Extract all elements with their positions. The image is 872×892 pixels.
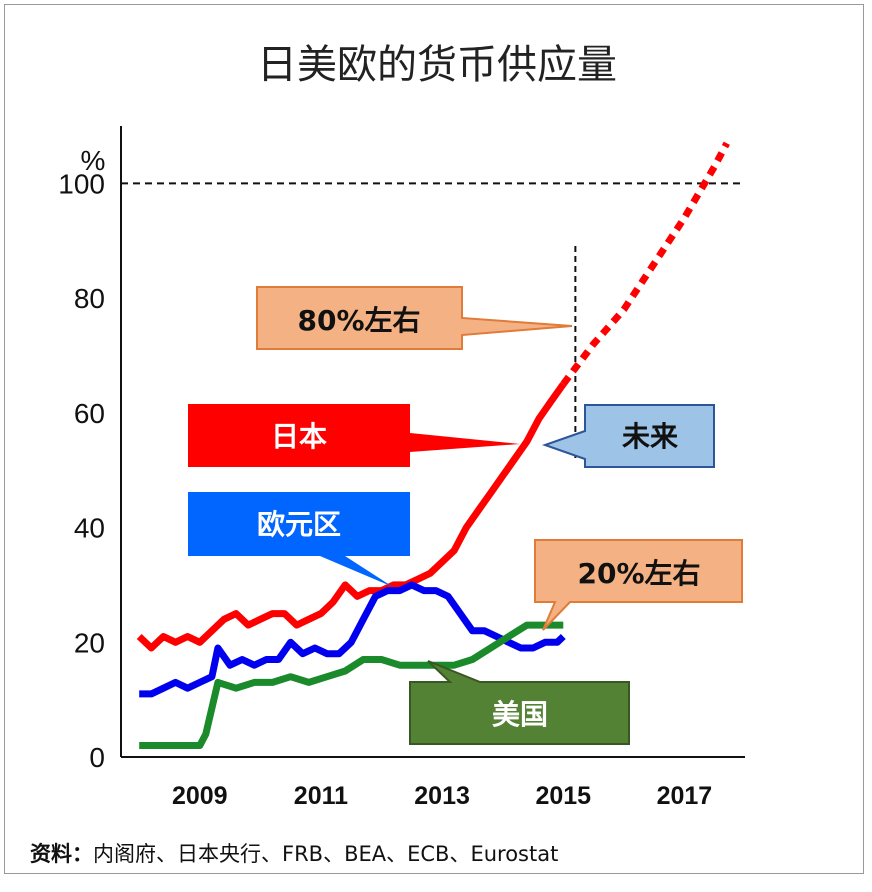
x-tick-label: 2009 [172,782,228,810]
callout-future-label: 未来 [622,420,678,453]
callout-usa: 美国 [409,660,630,745]
series-line-japan-forecast [560,141,730,387]
y-tick-label: 20 [74,627,105,658]
chart-title: 日美欧的货币供应量 [257,42,617,88]
callout-usa-forecast-label: 20%左右 [577,557,700,590]
callout-eurozone: 欧元区 [188,492,410,587]
series-line-usa [139,621,564,749]
source-note: 资料：内阁府、日本央行、FRB、BEA、ECB、Eurostat [30,838,558,868]
callout-eurozone-label: 欧元区 [257,508,341,541]
callout-usa-forecast: 20%左右 [534,539,743,631]
y-tick-label: 100 [58,168,105,199]
y-tick-label: 60 [74,398,105,429]
callout-japan-forecast-label: 80%左右 [297,304,420,337]
callout-future: 未来 [541,404,715,468]
source-label: 资料： [30,842,93,866]
callout-japan-label: 日本 [271,420,327,453]
series-line-japan [136,382,567,652]
y-ticks: 0 20 40 60 80 100 [58,168,105,773]
x-tick-label: 2015 [535,782,591,810]
x-tick-label: 2017 [657,782,713,810]
y-unit-label: % [81,145,106,176]
x-ticks: 2009 2011 2013 2015 2017 [172,782,712,810]
callout-usa-label: 美国 [492,698,548,731]
reference-lines [121,182,745,458]
y-tick-label: 0 [89,742,105,773]
chart-frame [4,4,864,874]
series-line-eurozone [139,581,566,698]
callout-japan: 日本 [188,404,520,467]
callout-japan-forecast: 80%左右 [256,286,573,350]
y-tick-label: 40 [74,513,105,544]
x-tick-label: 2013 [414,782,470,810]
y-tick-label: 80 [74,283,105,314]
series-lines [136,141,730,749]
x-tick-label: 2011 [294,782,348,810]
source-text: 内阁府、日本央行、FRB、BEA、ECB、Eurostat [93,842,559,866]
